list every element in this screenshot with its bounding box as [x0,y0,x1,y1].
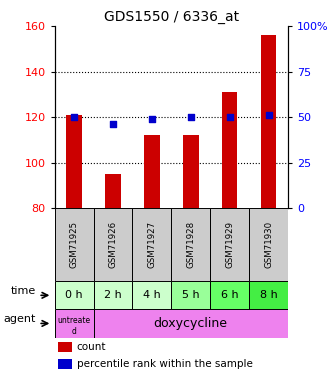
Bar [210,208,249,281]
Text: 4 h: 4 h [143,290,161,300]
Text: GSM71929: GSM71929 [225,221,234,268]
Bar [261,35,276,208]
Bar [171,208,210,281]
Bar [144,135,160,208]
Point [149,116,155,122]
Bar [55,309,93,338]
Text: GSM71928: GSM71928 [186,221,195,268]
Bar [171,281,210,309]
Bar [55,281,93,309]
Text: doxycycline: doxycycline [154,317,228,330]
Bar [58,342,72,352]
Text: 2 h: 2 h [104,290,122,300]
Bar [183,135,199,208]
Title: GDS1550 / 6336_at: GDS1550 / 6336_at [104,10,239,24]
Text: percentile rank within the sample: percentile rank within the sample [77,359,253,369]
Point [227,114,232,120]
Bar [66,115,82,208]
Point [266,112,271,118]
Bar [93,309,288,338]
Bar [222,92,237,208]
Bar [249,208,288,281]
Point [188,114,193,120]
Point [71,114,77,120]
Text: agent: agent [4,314,36,324]
Bar [132,208,171,281]
Bar [58,359,72,369]
Text: 6 h: 6 h [221,290,238,300]
Text: 8 h: 8 h [260,290,277,300]
Text: d: d [71,327,76,336]
Text: untreate: untreate [58,316,91,325]
Bar [93,208,132,281]
Point [110,122,116,128]
Text: count: count [77,342,106,352]
Text: GSM71926: GSM71926 [109,221,118,268]
Text: GSM71927: GSM71927 [147,221,156,268]
Text: 0 h: 0 h [65,290,83,300]
Text: 5 h: 5 h [182,290,200,300]
Text: GSM71930: GSM71930 [264,221,273,268]
Bar [55,208,93,281]
Bar [93,281,132,309]
Bar [210,281,249,309]
Text: GSM71925: GSM71925 [70,221,78,268]
Bar [132,281,171,309]
Bar [105,174,121,208]
Text: time: time [11,286,36,296]
Bar [249,281,288,309]
